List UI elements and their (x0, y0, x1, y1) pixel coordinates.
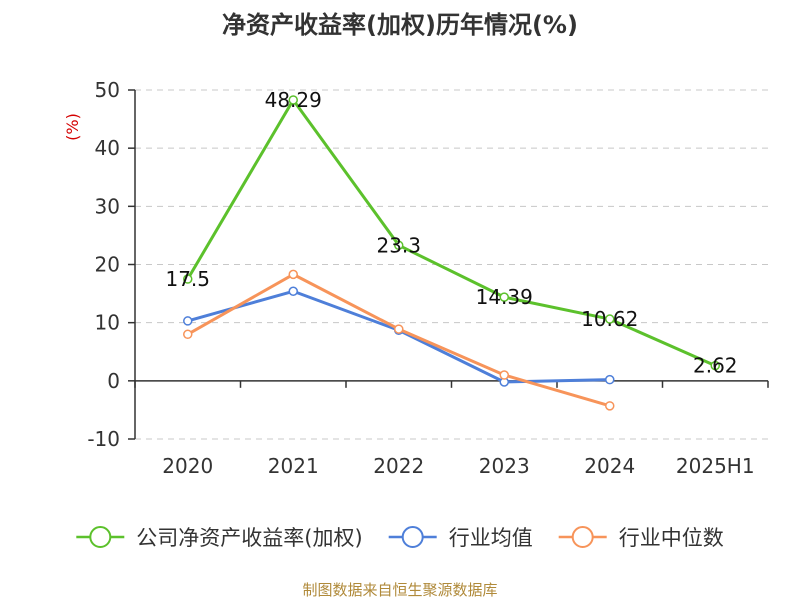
data-point (499, 370, 509, 380)
legend-label: 公司净资产收益率(加权) (136, 526, 362, 550)
tick-labels: -10 0 10 20 30 40 50 2020 2021 2022 2023 2024 2025H1 (87, 78, 754, 478)
y-tick-label: 50 (95, 78, 120, 102)
y-tick-label: 40 (95, 136, 120, 160)
x-tick-label: 2023 (479, 454, 530, 478)
data-point (183, 274, 193, 284)
data-point (288, 95, 298, 105)
axes (128, 89, 769, 440)
data-label: 2.62 (693, 354, 738, 378)
data-point (183, 329, 193, 340)
data-point (288, 286, 298, 297)
data-point (499, 292, 509, 302)
legend-marker (89, 526, 112, 548)
legend-label: 行业均值 (449, 526, 533, 550)
series-line (186, 98, 717, 368)
y-tick-label: 10 (95, 311, 120, 335)
y-tick-label: 20 (95, 253, 120, 277)
chart-title: 净资产收益率(加权)历年情况(%) (222, 11, 578, 39)
x-tick-label: 2025H1 (676, 454, 755, 478)
x-tick-label: 2024 (584, 454, 635, 478)
source-note: 制图数据来自恒生聚源数据库 (302, 581, 497, 599)
legend-item-2: 行业中位数 (558, 526, 724, 550)
data-point (605, 314, 615, 324)
series-layer (183, 95, 720, 411)
data-point (394, 240, 404, 251)
legend-marker (401, 526, 424, 548)
data-label: 14.39 (476, 285, 533, 309)
legend-item-0: 公司净资产收益率(加权) (76, 526, 363, 550)
x-tick-label: 2022 (373, 454, 424, 478)
y-axis-label: (%) (63, 113, 82, 141)
data-point (394, 324, 404, 334)
data-point (288, 269, 298, 280)
data-point (605, 401, 615, 411)
series-line (186, 272, 612, 408)
x-tick-label: 2020 (162, 454, 213, 478)
series-0 (183, 95, 720, 371)
legend-marker (571, 526, 594, 548)
data-point (605, 374, 615, 385)
legend: 公司净资产收益率(加权) 行业均值 行业中位数 (76, 526, 724, 550)
legend-item-1: 行业均值 (388, 526, 533, 550)
data-label: 48.29 (265, 88, 322, 112)
data-label: 23.3 (376, 233, 421, 257)
y-tick-label: -10 (87, 427, 120, 451)
y-tick-label: 30 (95, 194, 120, 218)
legend-label: 行业中位数 (619, 526, 724, 550)
data-point (183, 316, 193, 326)
data-label: 10.62 (581, 307, 638, 331)
data-label: 17.5 (165, 267, 210, 291)
y-tick-label: 0 (107, 369, 120, 393)
x-tick-label: 2021 (268, 454, 319, 478)
data-point (710, 360, 720, 371)
data-labels: 17.5 48.29 23.3 14.39 10.62 2.62 (165, 88, 737, 378)
series-1 (183, 286, 615, 387)
series-2 (183, 269, 615, 411)
